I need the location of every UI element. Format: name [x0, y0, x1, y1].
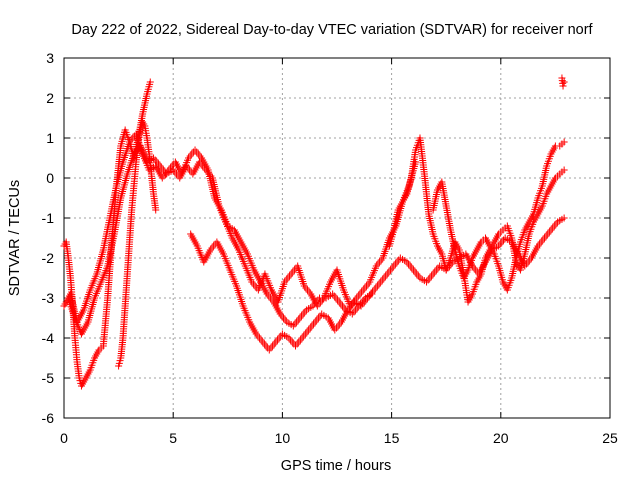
y-tick-label: 1 [46, 130, 54, 146]
x-tick-label: 15 [384, 430, 400, 446]
plot-frame [63, 57, 611, 419]
y-tick-label: -3 [42, 290, 55, 306]
y-axis-label: SDTVAR / TECUs [7, 180, 23, 296]
y-tick-label: -2 [42, 250, 55, 266]
data-points [60, 74, 568, 390]
x-tick-label: 10 [275, 430, 291, 446]
y-tick-label: -1 [42, 210, 55, 226]
data-point [146, 78, 154, 86]
data-point [559, 82, 567, 90]
data-point [560, 78, 568, 86]
x-tick-label: 25 [602, 430, 618, 446]
x-tick-label: 5 [169, 430, 177, 446]
x-tick-label: 0 [60, 430, 68, 446]
y-tick-label: -6 [42, 410, 55, 426]
chart-title: Day 222 of 2022, Sidereal Day-to-day VTE… [71, 22, 593, 38]
data-point [560, 138, 568, 146]
data-point [560, 214, 568, 222]
series-track-c [64, 142, 420, 338]
y-tick-label: 0 [46, 170, 54, 186]
y-tick-label: -4 [42, 330, 55, 346]
y-tick-label: 2 [46, 90, 54, 106]
y-tick-label: 3 [46, 50, 54, 66]
series-track-h [558, 74, 568, 90]
x-axis-label: GPS time / hours [281, 458, 391, 474]
axis-ticks: 0 5 10 15 20 25 -6 -5 -4 -3 -2 -1 0 1 2 3 [42, 50, 618, 446]
series-track-d [115, 118, 160, 370]
series-track-g [429, 138, 568, 294]
y-tick-label: -5 [42, 370, 55, 386]
x-tick-label: 20 [493, 430, 509, 446]
data-point [560, 166, 568, 174]
data-point [152, 206, 160, 214]
